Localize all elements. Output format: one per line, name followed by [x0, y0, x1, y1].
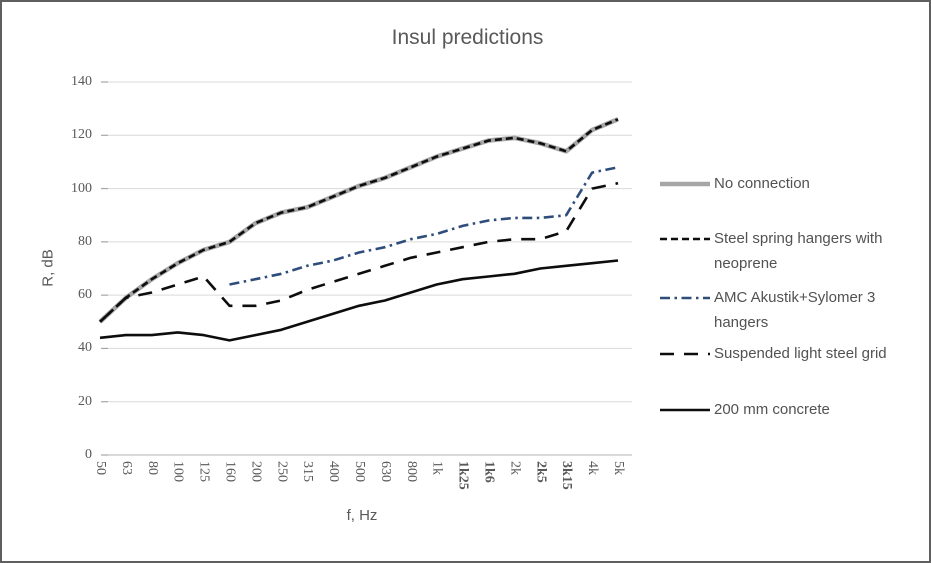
x-tick-label: 4k: [585, 461, 601, 475]
x-tick-label: 250: [274, 461, 290, 482]
legend-label: Suspended light steel grid: [714, 345, 887, 362]
y-tick-label: 20: [78, 393, 92, 409]
legend-line-sample: [660, 352, 710, 356]
x-tick-label: 315: [300, 461, 316, 482]
series-line-200-mm-concrete: [99, 259, 619, 342]
x-tick-label: 1k25: [455, 461, 471, 490]
y-tick-label: 0: [85, 447, 92, 462]
legend-line-sample: [660, 408, 710, 412]
x-tick-label: 2k5: [533, 461, 549, 483]
y-tick-label: 40: [78, 340, 92, 356]
y-tick-label: 100: [71, 180, 92, 196]
legend-line-sample: [660, 181, 710, 187]
series-line-amc-akustik-sylomer-3-hangers: [229, 166, 619, 286]
legend-entry-concrete: 200 mm concrete: [660, 397, 919, 422]
legend-label: 200 mm concrete: [714, 401, 830, 418]
x-tick-label: 800: [403, 461, 419, 482]
series-line-suspended-light-steel-grid: [99, 181, 619, 323]
legend-label: Steel spring hangers with neoprene: [714, 230, 883, 272]
y-tick-label: 140: [71, 74, 92, 89]
x-tick-label: 500: [352, 461, 367, 482]
x-tick-label: 400: [326, 461, 342, 482]
legend-entry-steel-spring: Steel spring hangers with neoprene: [660, 226, 919, 276]
y-tick-label: 120: [71, 127, 92, 143]
x-tick-label: 630: [377, 461, 393, 482]
legend-entry-suspended-grid: Suspended light steel grid: [660, 341, 919, 366]
x-tick-label: 63: [118, 461, 134, 475]
legend-line-sample: [660, 237, 710, 241]
y-tick-label: 60: [78, 287, 92, 303]
x-tick-label: 2k: [507, 461, 523, 475]
x-tick-label: 80: [144, 461, 160, 475]
x-tick-label: 1k: [429, 461, 445, 475]
x-tick-label: 5k: [611, 461, 626, 475]
x-tick-label: 160: [222, 461, 238, 482]
legend-entry-amc-akustik: AMC Akustik+Sylomer 3 hangers: [660, 285, 919, 335]
x-tick-label: 125: [196, 461, 212, 482]
legend-label: No connection: [714, 175, 810, 192]
x-tick-label: 200: [248, 461, 264, 482]
chart-title: Insul predictions: [391, 26, 544, 49]
series-line-steel-spring-hangers-with-neoprene: [99, 118, 619, 323]
legend-line-sample: [660, 296, 710, 300]
series-line-no-connection: [98, 117, 619, 324]
x-tick-label: 1k6: [481, 461, 497, 483]
x-axis-title: f, Hz: [346, 507, 378, 524]
y-tick-label: 80: [78, 233, 92, 249]
x-tick-label: 100: [170, 461, 186, 482]
y-axis-title: R, dB: [39, 249, 57, 287]
x-tick-label: 3k15: [559, 461, 575, 490]
legend-label: AMC Akustik+Sylomer 3 hangers: [714, 289, 876, 331]
x-tick-label: 50: [93, 461, 108, 475]
legend-entry-no-connection: No connection: [660, 171, 919, 196]
